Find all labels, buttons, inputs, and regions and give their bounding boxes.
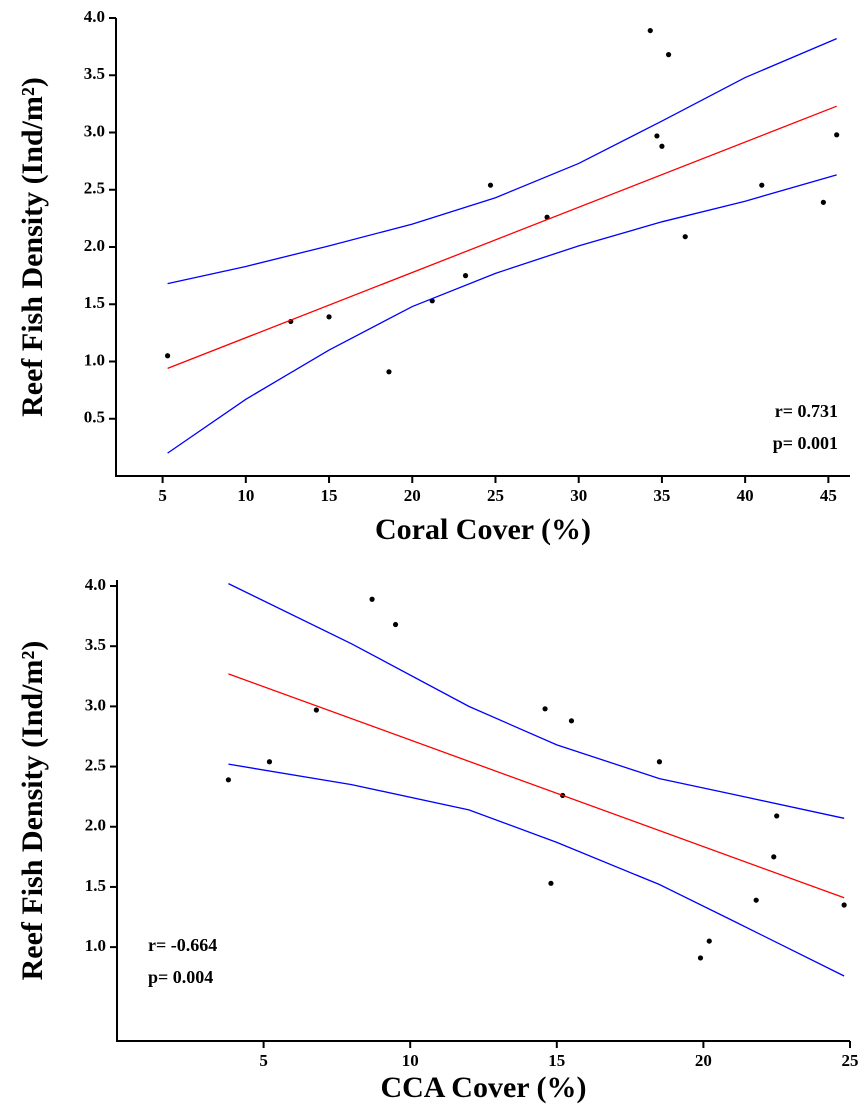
x-tick-label: 35	[653, 486, 670, 505]
fit-line	[167, 105, 837, 369]
data-point	[820, 199, 826, 205]
data-point	[659, 143, 665, 149]
data-point	[706, 938, 712, 944]
y-tick-label: 2.5	[85, 755, 106, 774]
x-tick-label: 20	[404, 486, 421, 505]
fit-line	[228, 673, 845, 899]
data-point	[326, 314, 332, 320]
y-tick-label: 1.5	[84, 293, 105, 312]
data-point	[542, 706, 548, 712]
annotation: p= 0.001	[773, 433, 838, 453]
data-point	[841, 902, 847, 908]
data-point	[759, 182, 765, 188]
x-tick-label: 30	[570, 486, 587, 505]
x-tick-label: 15	[548, 1051, 565, 1070]
x-tick-label: 10	[237, 486, 254, 505]
x-tick-label: 40	[737, 486, 754, 505]
data-point	[164, 353, 171, 359]
data-point	[392, 621, 399, 628]
annotation: r= -0.664	[148, 935, 217, 955]
y-tick-label: 1.0	[84, 350, 105, 369]
x-tick-label: 25	[487, 486, 504, 505]
fit-line	[228, 763, 845, 977]
y-tick-label: 3.5	[85, 635, 106, 654]
data-point	[548, 880, 554, 886]
data-point	[665, 52, 672, 58]
x-tick-label: 5	[259, 1051, 268, 1070]
data-point	[654, 133, 660, 139]
fit-line	[167, 38, 837, 285]
data-point	[313, 707, 319, 713]
x-axis-title: CCA Cover (%)	[380, 1071, 586, 1104]
data-point	[568, 718, 575, 724]
x-axis-title: Coral Cover (%)	[375, 513, 591, 546]
y-axis-title: Reef Fish Density (Ind/m²)	[16, 77, 49, 417]
y-tick-label: 2.5	[84, 179, 105, 198]
y-tick-label: 2.0	[84, 236, 105, 255]
y-tick-label: 3.0	[84, 121, 105, 140]
data-point	[266, 759, 273, 765]
data-point	[753, 897, 759, 903]
data-point	[225, 777, 232, 783]
y-tick-label: 3.5	[84, 64, 105, 83]
y-tick-label: 1.0	[85, 936, 106, 955]
y-tick-label: 3.0	[85, 695, 106, 714]
annotation: p= 0.004	[148, 967, 213, 987]
data-point	[697, 955, 704, 961]
data-point	[834, 132, 840, 138]
fit-line	[167, 174, 837, 454]
data-point	[647, 27, 653, 34]
x-tick-label: 25	[842, 1051, 859, 1070]
x-tick-label: 20	[695, 1051, 712, 1070]
data-point	[682, 234, 688, 240]
data-point	[774, 813, 780, 819]
data-point	[369, 596, 375, 602]
data-point	[771, 854, 777, 860]
y-tick-label: 1.5	[85, 876, 106, 895]
x-tick-label: 45	[820, 486, 837, 505]
data-point	[656, 759, 663, 765]
y-tick-label: 4.0	[85, 575, 106, 594]
data-point	[462, 273, 469, 279]
y-axis-title: Reef Fish Density (Ind/m²)	[16, 641, 49, 981]
y-tick-label: 2.0	[85, 816, 106, 835]
x-tick-label: 10	[402, 1051, 419, 1070]
data-point	[386, 369, 392, 375]
x-tick-label: 5	[158, 486, 167, 505]
x-tick-label: 15	[321, 486, 338, 505]
y-tick-label: 0.5	[84, 408, 105, 427]
fit-line	[228, 583, 845, 819]
annotation: r= 0.731	[775, 401, 838, 421]
y-tick-label: 4.0	[84, 7, 105, 26]
data-point	[487, 182, 494, 188]
